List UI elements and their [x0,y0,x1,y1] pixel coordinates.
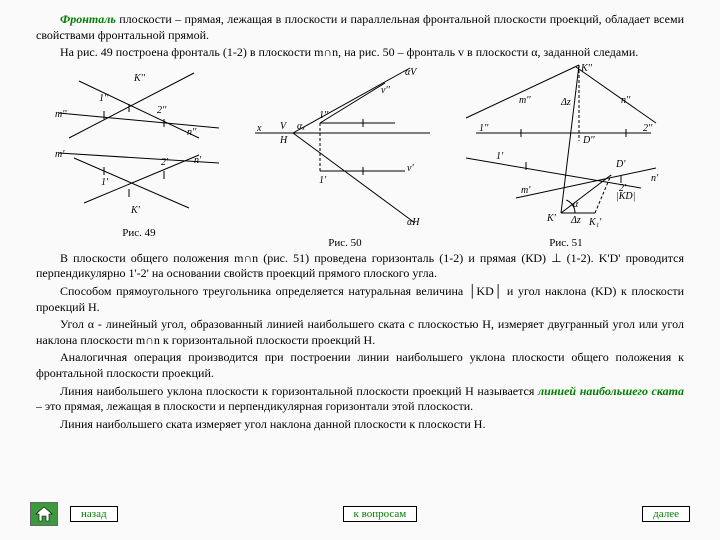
svg-text:αV: αV [405,67,418,78]
para-8: Линия наибольшего ската измеряет угол на… [36,417,684,433]
svg-text:1': 1' [101,177,109,188]
svg-text:αH: αH [407,217,420,228]
next-button[interactable]: далее [642,506,690,522]
svg-text:K': K' [130,205,141,216]
svg-text:D': D' [615,159,626,170]
svg-text:2'': 2'' [643,123,653,134]
svg-text:V: V [280,121,288,132]
term-frontal: Фронталь [60,12,116,26]
svg-text:n': n' [651,173,659,184]
caption-50: Рис. 50 [255,237,435,249]
para-6: Аналогичная операция производится при по… [36,350,684,381]
footer-nav: назад к вопросам далее [30,502,690,526]
svg-text:n'': n'' [187,127,197,138]
svg-text:v': v' [407,163,414,174]
svg-text:K'': K'' [133,73,146,84]
figures-row: m'' m' n'' n' 1'' 2'' 1' 2' K'' K' Рис. 49 x VHαₓ α… [36,63,684,249]
para-5: Угол α - линейный угол, образованный лин… [36,317,684,348]
svg-text:n': n' [194,155,202,166]
svg-text:m'': m'' [519,95,531,106]
svg-text:Δz: Δz [560,97,571,108]
svg-text:1'': 1'' [99,93,109,104]
svg-text:1': 1' [496,151,504,162]
svg-text:n'': n'' [621,95,631,106]
figure-49: m'' m' n'' n' 1'' 2'' 1' 2' K'' K' Рис. 49 [49,63,229,249]
caption-51: Рис. 51 [461,237,671,249]
svg-text:2'': 2'' [157,105,167,116]
svg-text:H: H [279,135,288,146]
caption-49: Рис. 49 [49,227,229,239]
svg-text:Δz: Δz [570,215,581,226]
back-button[interactable]: назад [70,506,118,522]
questions-button[interactable]: к вопросам [343,506,418,522]
figure-50: x VHαₓ αV αH v'' v' 1'' 1' Рис. 50 [255,63,435,249]
svg-text:1'': 1'' [319,110,329,121]
term-slope-line: линией наибольшего ската [538,384,684,398]
home-button[interactable] [30,502,58,526]
svg-text:v'': v'' [381,85,391,96]
svg-text:2': 2' [161,157,169,168]
svg-text:|KD|: |KD| [616,191,635,202]
svg-text:m': m' [521,185,531,196]
svg-text:D'': D'' [582,135,595,146]
home-icon [35,506,53,522]
para-3: В плоскости общего положения m∩n (рис. 5… [36,251,684,282]
figure-51: K''m''n''Δz1''2''D''1'm'n'2'D'K'K₁'Δzα|K… [461,63,671,249]
para-1: Фронталь плоскости – прямая, лежащая в п… [36,12,684,43]
svg-text:α: α [573,199,579,210]
para-7: Линия наибольшего уклона плоскости к гор… [36,384,684,415]
svg-text:K'': K'' [580,63,593,74]
svg-text:m': m' [55,149,65,160]
svg-text:αₓ: αₓ [297,121,305,132]
para-2: На рис. 49 построена фронталь (1-2) в пл… [36,45,684,61]
para-4: Способом прямоугольного треугольника опр… [36,284,684,315]
svg-text:m'': m'' [55,109,67,120]
svg-text:K₁': K₁' [588,217,602,228]
svg-text:x: x [256,123,262,134]
svg-text:1'': 1'' [479,123,489,134]
svg-text:K': K' [546,213,557,224]
svg-text:1': 1' [319,175,327,186]
